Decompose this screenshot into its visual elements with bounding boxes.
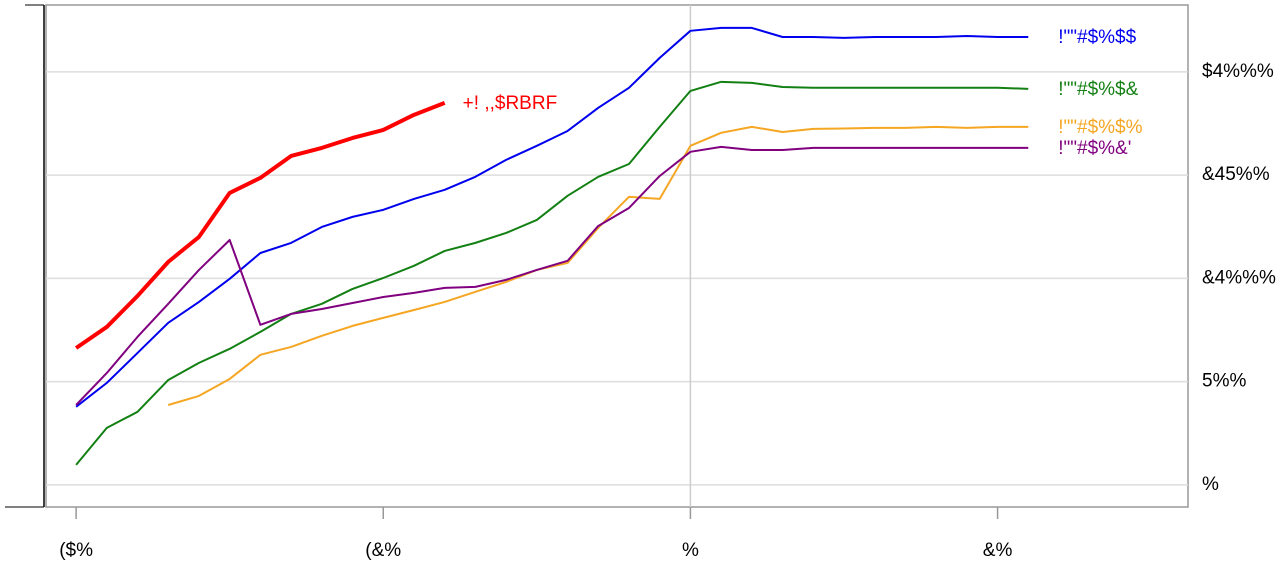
y-tick-label: &45%% [1202, 164, 1270, 185]
series-line [75, 145, 1029, 406]
series-line [167, 125, 1029, 406]
series-label: !""#$%&' [1058, 138, 1131, 159]
series-label: !""#$%$$ [1058, 27, 1136, 48]
x-tick-label: (&% [365, 540, 401, 561]
x-tick-label: % [682, 540, 699, 561]
x-tick-label: &% [983, 540, 1013, 561]
y-tick-label: &4%%% [1202, 267, 1276, 288]
series-label: !""#$%$% [1058, 117, 1142, 138]
series-line [75, 26, 1029, 408]
series-line [75, 80, 1029, 466]
y-tick-label: % [1202, 474, 1219, 495]
x-tick-label: ($% [59, 540, 93, 561]
series-label: +! ,,$RBRF [463, 93, 558, 114]
series-line [74, 101, 446, 350]
series-label: !""#$%$& [1058, 79, 1138, 100]
y-tick-label: 5%% [1202, 371, 1246, 392]
plot-area [45, 4, 1189, 508]
y-tick-label: $4%%% [1202, 61, 1274, 82]
